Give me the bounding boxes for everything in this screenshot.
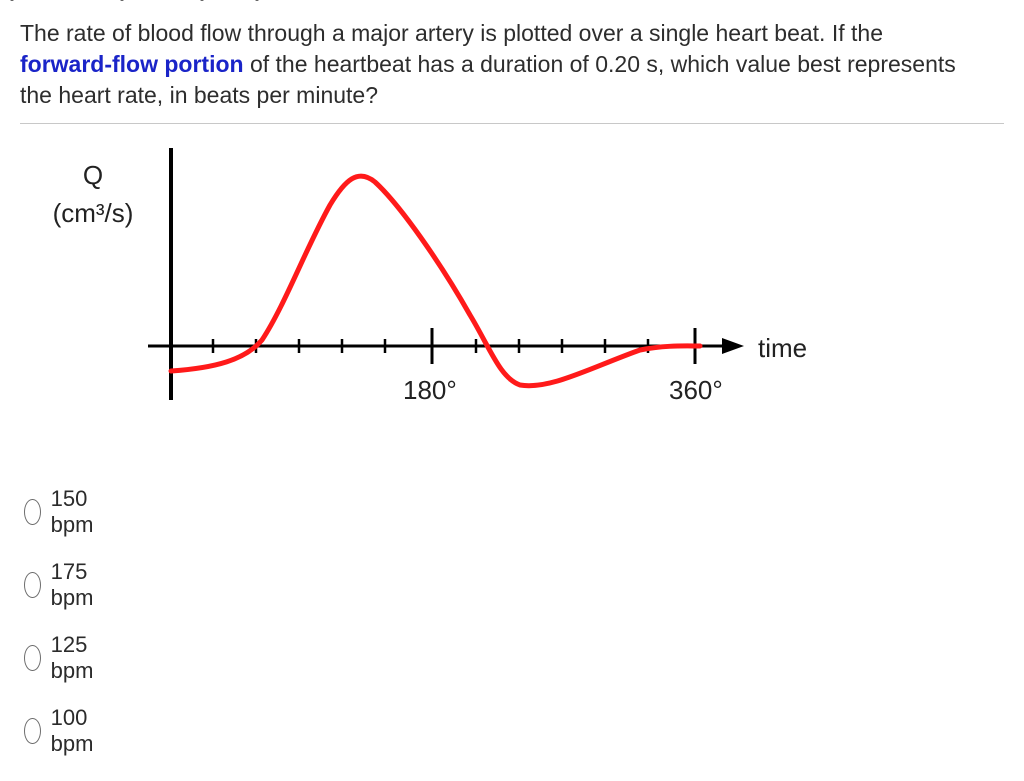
radio-button-icon[interactable]	[24, 718, 41, 744]
tick-label-180: 180°	[403, 375, 457, 405]
question-text: The rate of blood flow through a major a…	[20, 18, 980, 111]
flow-graph	[148, 148, 744, 400]
y-axis-label-units: (cm³/s)	[52, 198, 134, 228]
choice-label: 150 bpm	[50, 486, 94, 537]
question-highlight: forward-flow portion	[20, 51, 244, 77]
x-axis-arrowhead	[722, 338, 744, 354]
flow-curve	[168, 173, 703, 389]
question-text-part2: of the heartbeat has a duration of 0.20 …	[20, 51, 956, 108]
choice-option-1[interactable]: 150 bpm	[24, 486, 103, 538]
choice-option-4[interactable]: 100 bpm	[24, 705, 103, 757]
top-edge	[0, 0, 1024, 6]
question-text-part1: The rate of blood flow through a major a…	[20, 20, 883, 46]
tick-label-360: 360°	[669, 375, 723, 405]
choice-label: 100 bpm	[50, 705, 94, 756]
radio-button-icon[interactable]	[24, 645, 41, 671]
choice-label: 175 bpm	[50, 559, 94, 610]
radio-button-icon[interactable]	[24, 572, 41, 598]
x-axis-label: time	[758, 333, 808, 363]
question-divider	[20, 123, 1004, 124]
radio-button-icon[interactable]	[24, 499, 41, 525]
choice-option-3[interactable]: 125 bpm	[24, 632, 103, 684]
y-axis-label-symbol: Q	[82, 160, 104, 190]
choice-option-2[interactable]: 175 bpm	[24, 559, 103, 611]
choice-label: 125 bpm	[50, 632, 94, 683]
y-axis-label: Q (cm³/s)	[38, 156, 148, 232]
